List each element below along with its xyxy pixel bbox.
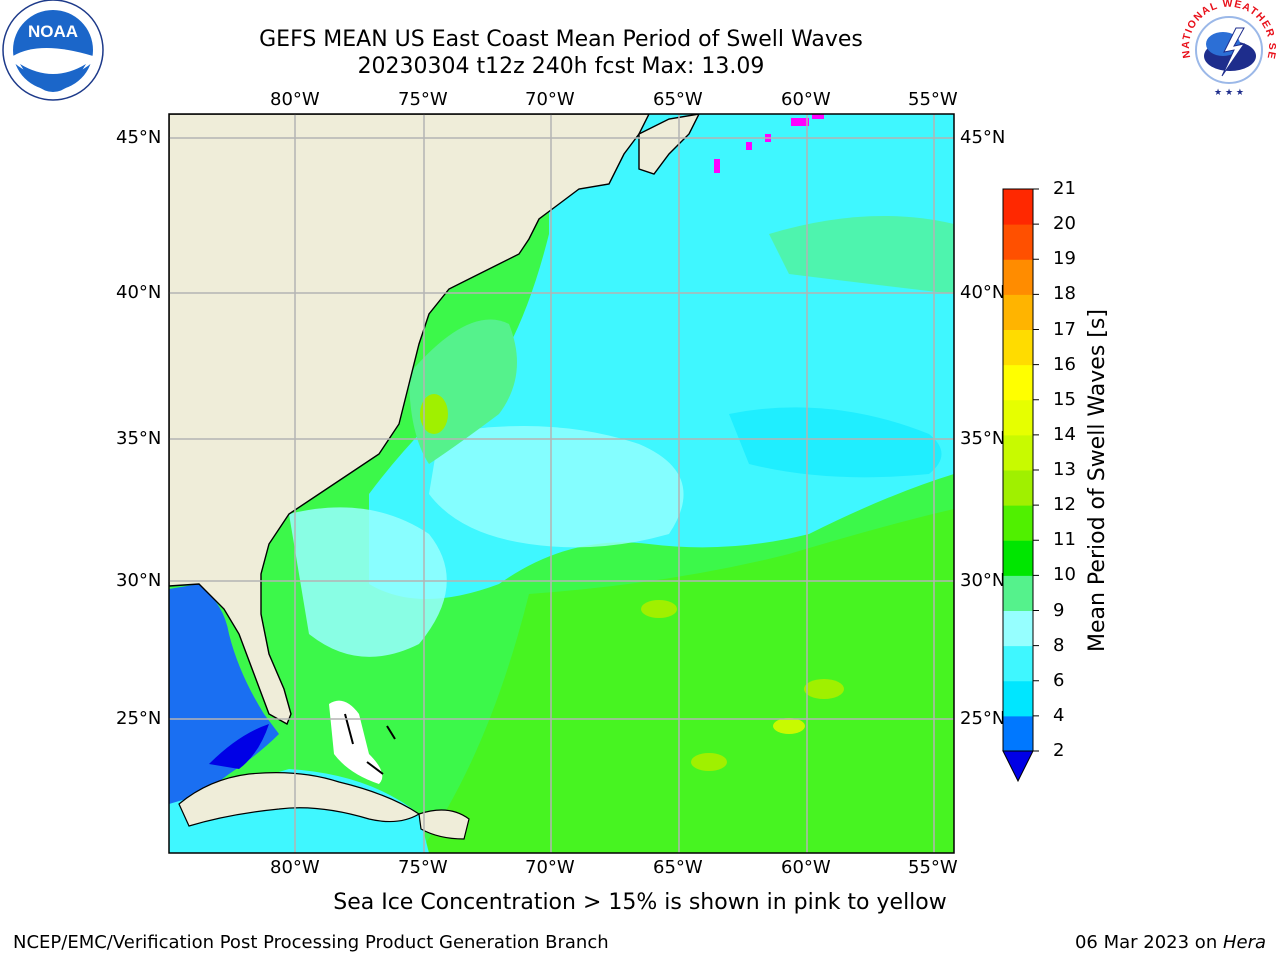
sea-ice-pixel xyxy=(791,118,809,126)
lon-tick-top: 55°W xyxy=(908,89,958,110)
colorbar-band xyxy=(1003,259,1033,295)
footer-machine: Hera xyxy=(1222,932,1266,953)
noaa-logo: NOAA xyxy=(2,0,104,101)
land-north-america xyxy=(169,114,650,725)
colorbar-tick-label: 6 xyxy=(1053,669,1065,691)
colorbar-band xyxy=(1003,434,1033,471)
colorbar-tick-label: 2 xyxy=(1053,740,1065,761)
gridlines xyxy=(169,114,954,853)
noaa-logo-text: NOAA xyxy=(28,22,78,41)
colorbar-band xyxy=(1003,189,1033,225)
lon-tick-top: 80°W xyxy=(270,89,320,110)
chart-subtitle: 20230304 t12z 240h fcst Max: 13.09 xyxy=(357,54,765,79)
ocean-green-shelf xyxy=(769,216,954,294)
lat-tick-left: 30°N xyxy=(116,570,162,591)
nws-stars: ★ ★ ★ xyxy=(1214,88,1244,98)
lon-tick-bottom: 75°W xyxy=(398,857,448,878)
lon-tick-top: 75°W xyxy=(398,89,448,110)
ocean-yellowgreen-spot xyxy=(641,600,677,618)
colorbar-band xyxy=(1003,540,1033,576)
nws-logo: NATIONAL WEATHER SERVICE ★ ★ ★ xyxy=(1174,0,1277,98)
ocean-pale-cyan-patch xyxy=(289,507,447,657)
lat-tick-right: 40°N xyxy=(960,282,1006,303)
ocean-light-green-region xyxy=(419,509,954,853)
colorbar-tick-label: 18 xyxy=(1053,283,1076,305)
colorbar-band xyxy=(1003,575,1033,611)
colorbar-tick-label: 4 xyxy=(1053,704,1065,726)
colorbar-band xyxy=(1003,610,1033,647)
footer-credit: NCEP/EMC/Verification Post Processing Pr… xyxy=(13,932,609,953)
colorbar-tick-label: 11 xyxy=(1053,529,1076,551)
lat-tick-left: 35°N xyxy=(116,428,162,449)
colorbar-band xyxy=(1003,505,1033,541)
colorbar-tick-label: 15 xyxy=(1053,388,1076,410)
colorbar-tick-label: 19 xyxy=(1053,248,1076,270)
colorbar-tick-label: 8 xyxy=(1053,634,1065,656)
colorbar-tick-label: 14 xyxy=(1053,423,1076,445)
colorbar-band xyxy=(1003,329,1033,366)
lon-tick-top: 70°W xyxy=(525,89,575,110)
colorbar-band xyxy=(1003,645,1033,682)
land-hispaniola xyxy=(418,809,470,840)
colorbar-label: Mean Period of Swell Waves [s] xyxy=(1085,309,1110,652)
footer-date: 06 Mar 2023 on Hera xyxy=(1075,932,1266,953)
colorbar-tick-label: 12 xyxy=(1053,494,1076,516)
map-frame xyxy=(168,113,955,854)
sea-ice-pixel xyxy=(746,142,752,150)
lon-tick-bottom: 65°W xyxy=(653,857,703,878)
lat-tick-right: 25°N xyxy=(960,708,1006,729)
lat-tick-right: 30°N xyxy=(960,570,1006,591)
lat-tick-left: 45°N xyxy=(116,127,162,148)
lon-tick-bottom: 80°W xyxy=(270,857,320,878)
lon-tick-bottom: 60°W xyxy=(781,857,831,878)
colorbar-tick-label: 16 xyxy=(1053,353,1076,375)
colorbar-band xyxy=(1003,715,1033,752)
colorbar-tick-label: 21 xyxy=(1053,178,1076,199)
colorbar-band xyxy=(1003,294,1033,330)
chart-title: GEFS MEAN US East Coast Mean Period of S… xyxy=(259,27,863,52)
colorbar-band xyxy=(1003,364,1033,401)
colorbar-tick-label: 9 xyxy=(1053,599,1065,621)
colorbar-band xyxy=(1003,399,1033,436)
lat-tick-left: 25°N xyxy=(116,708,162,729)
lat-tick-right: 35°N xyxy=(960,428,1006,449)
colorbar-band xyxy=(1003,470,1033,506)
colorbar-tick-label: 10 xyxy=(1053,564,1076,586)
sea-ice-pixel xyxy=(714,159,720,173)
colorbar-band xyxy=(1003,680,1033,717)
colorbar-tick-label: 17 xyxy=(1053,318,1076,340)
ocean-pale-cyan-patch xyxy=(729,407,942,478)
colorbar-extend-arrow xyxy=(1002,750,1034,783)
colorbar-tick-label: 13 xyxy=(1053,459,1076,480)
sea-ice-pixel xyxy=(812,114,824,119)
gulf-deep-blue xyxy=(209,724,269,769)
ocean-yellowgreen-spot xyxy=(691,753,727,771)
ocean-yellowgreen-spot xyxy=(804,679,844,699)
map-panel xyxy=(168,113,955,854)
colorbar-tick-label: 20 xyxy=(1053,213,1076,235)
ocean-yellowgreen-spot xyxy=(420,394,448,434)
ocean-pale-cyan-patch xyxy=(429,426,684,548)
lon-tick-bottom: 55°W xyxy=(908,857,958,878)
lat-tick-left: 40°N xyxy=(116,282,162,303)
lat-tick-right: 45°N xyxy=(960,127,1006,148)
sea-ice-note: Sea Ice Concentration > 15% is shown in … xyxy=(333,890,947,915)
ocean-yellowgreen-spot xyxy=(773,718,805,734)
lon-tick-top: 65°W xyxy=(653,89,703,110)
lon-tick-top: 60°W xyxy=(781,89,831,110)
footer-date-text: 06 Mar 2023 on xyxy=(1074,932,1223,953)
colorbar-band xyxy=(1003,224,1033,260)
lon-tick-bottom: 70°W xyxy=(525,857,575,878)
colorbar xyxy=(1002,188,1039,783)
